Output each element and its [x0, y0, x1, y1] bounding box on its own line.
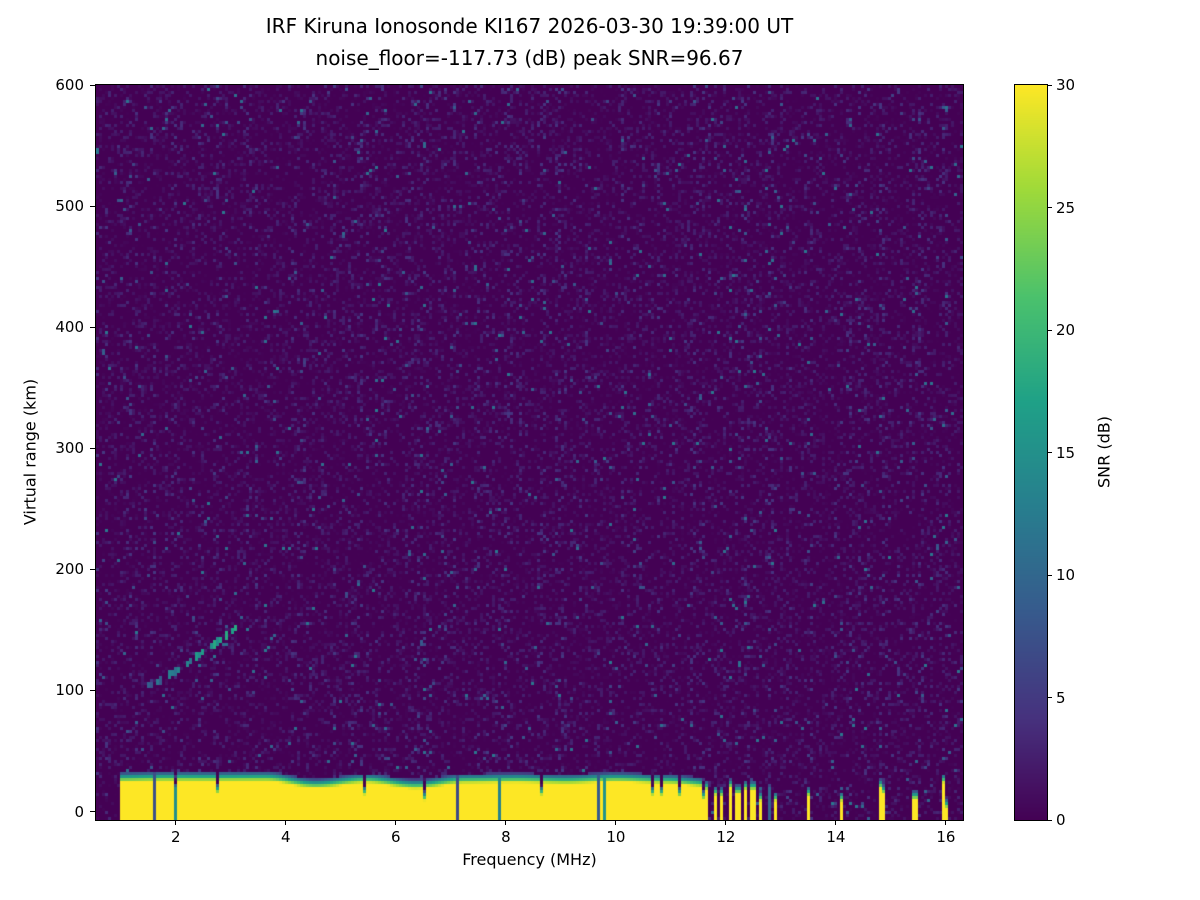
colorbar-tick-mark [1047, 84, 1052, 86]
y-tick-label: 200 [55, 560, 84, 579]
y-tick-label: 400 [55, 318, 84, 337]
y-tick-mark [90, 447, 96, 449]
y-tick-label: 500 [55, 197, 84, 216]
y-tick-mark [90, 326, 96, 328]
y-tick-label: 300 [55, 439, 84, 458]
colorbar-tick-mark [1047, 452, 1052, 453]
x-tick-mark [725, 820, 727, 825]
colorbar-canvas [1015, 85, 1047, 820]
colorbar-tick-label: 5 [1056, 688, 1066, 707]
x-tick-mark [175, 820, 177, 825]
x-tick-mark [945, 820, 947, 825]
x-tick-mark [285, 820, 287, 825]
y-tick-label: 600 [55, 76, 84, 94]
colorbar-label: SNR (dB) [1094, 416, 1114, 488]
y-tick-mark [90, 811, 96, 813]
y-tick-mark [90, 568, 96, 570]
x-tick-label: 10 [606, 828, 626, 846]
colorbar-tick-label: 30 [1056, 76, 1076, 94]
colorbar-tick-mark [1047, 574, 1052, 576]
x-tick-label: 4 [281, 828, 291, 846]
colorbar-tick-mark [1047, 819, 1052, 821]
y-tick-mark [90, 205, 96, 207]
x-axis-label: Frequency (MHz) [462, 850, 597, 869]
colorbar-tick-mark [1047, 207, 1052, 208]
ionogram-heatmap-canvas [96, 85, 963, 820]
x-tick-mark [395, 820, 397, 825]
colorbar-tick-mark [1047, 329, 1052, 331]
colorbar-tick-label: 10 [1056, 566, 1076, 584]
x-tick-label: 2 [170, 828, 181, 846]
y-tick-mark [90, 84, 96, 86]
x-tick-label: 6 [391, 828, 401, 846]
chart-subtitle: noise_floor=-117.73 (dB) peak SNR=96.67 [315, 46, 744, 70]
x-tick-label: 8 [501, 828, 511, 846]
x-tick-mark [615, 820, 617, 825]
x-tick-label: 14 [826, 828, 846, 846]
y-tick-mark [90, 689, 96, 691]
colorbar-tick-mark [1047, 697, 1052, 698]
x-tick-mark [505, 820, 507, 825]
y-tick-label: 100 [55, 681, 84, 700]
x-tick-label: 16 [936, 828, 956, 846]
y-tick-label: 0 [74, 802, 84, 821]
colorbar-tick-label: 25 [1056, 198, 1076, 217]
x-tick-mark [835, 820, 837, 825]
colorbar-tick-label: 0 [1056, 811, 1066, 829]
colorbar-tick-label: 15 [1056, 443, 1076, 462]
x-tick-label: 12 [716, 828, 736, 846]
colorbar-tick-label: 20 [1056, 321, 1076, 339]
chart-title: IRF Kiruna Ionosonde KI167 2026-03-30 19… [265, 14, 794, 38]
